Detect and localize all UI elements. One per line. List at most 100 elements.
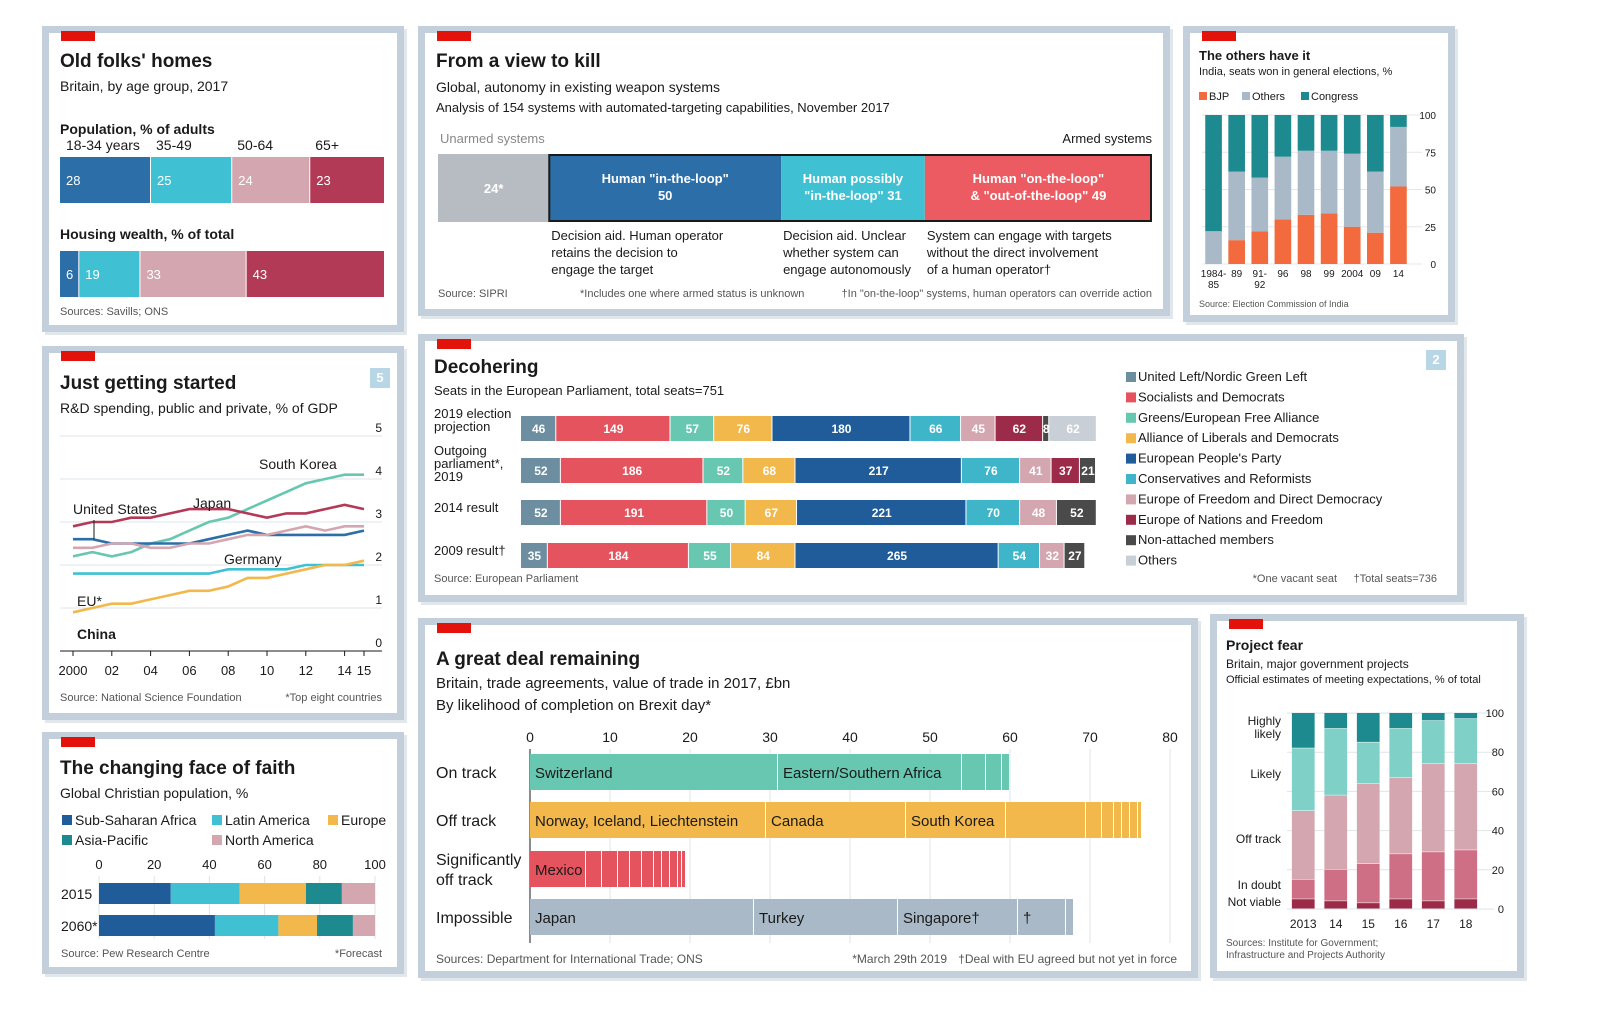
bar-segment bbox=[1205, 231, 1222, 264]
bar-segment bbox=[1205, 115, 1222, 232]
bar-segment bbox=[1297, 115, 1315, 151]
bar-segment bbox=[1367, 232, 1384, 264]
bar-segment bbox=[317, 915, 353, 936]
x-tick-label: 10 bbox=[260, 663, 274, 678]
bar-segment bbox=[795, 458, 961, 483]
x-tick-label: 89 bbox=[1231, 269, 1243, 280]
red-tag bbox=[1229, 619, 1263, 629]
bar-segment bbox=[1421, 852, 1445, 901]
bar-segment bbox=[1051, 458, 1079, 483]
x-tick-label: 12 bbox=[299, 663, 313, 678]
panel-old-folks-homes: Old folks' homes Britain, by age group, … bbox=[42, 26, 404, 332]
bar-segment bbox=[1390, 186, 1407, 264]
row-title: Population, % of adults bbox=[60, 121, 215, 137]
x-tick-label: 2004 bbox=[1341, 269, 1364, 280]
x-tick-label: 70 bbox=[1082, 729, 1098, 745]
legend-label: Conservatives and Reformists bbox=[1138, 471, 1312, 486]
x-tick-label: 06 bbox=[182, 663, 196, 678]
series-label: Japan bbox=[193, 495, 231, 511]
source-note: Source: European Parliament bbox=[434, 573, 578, 585]
panel-face-of-faith: The changing face of faith Global Christ… bbox=[42, 732, 404, 974]
bar-value-label: 186 bbox=[622, 464, 642, 478]
source-note: Source: National Science Foundation bbox=[60, 692, 242, 704]
bar-segment bbox=[1356, 863, 1380, 903]
legend-swatch bbox=[328, 815, 338, 825]
bar-value-label: 54 bbox=[1013, 549, 1027, 563]
legend-label: Congress bbox=[1311, 91, 1359, 103]
x-tick-label: 08 bbox=[221, 663, 235, 678]
source-note: Sources: Department for International Tr… bbox=[436, 952, 703, 966]
bar-segment bbox=[1320, 115, 1338, 151]
bar-segment bbox=[766, 802, 905, 838]
bar-value-label: 68 bbox=[763, 464, 777, 478]
bar-segment bbox=[754, 899, 897, 935]
bar-segment bbox=[1251, 177, 1269, 232]
segment-description: of a human operator† bbox=[927, 262, 1051, 277]
red-tag bbox=[61, 737, 95, 747]
red-tag bbox=[437, 339, 471, 349]
stack-label: likely bbox=[1254, 727, 1281, 741]
x-tick-label: 92 bbox=[1254, 280, 1266, 291]
bar-value-label: 67 bbox=[765, 506, 779, 520]
y-tick-label: 100 bbox=[1486, 708, 1504, 720]
segment-description: Decision aid. Unclear bbox=[783, 228, 907, 243]
series-label: EU* bbox=[77, 593, 102, 609]
bar-segment bbox=[1454, 713, 1478, 719]
row-label: On track bbox=[436, 765, 497, 782]
bar-segment bbox=[703, 458, 743, 483]
bar-segment bbox=[1291, 713, 1315, 748]
bar-value-label: 62 bbox=[1013, 422, 1027, 436]
bar-segment bbox=[998, 543, 1040, 568]
bar-segment bbox=[1056, 500, 1096, 525]
legend-label: Non-attached members bbox=[1138, 532, 1274, 547]
bar-segment bbox=[772, 416, 910, 441]
legend-label: BJP bbox=[1209, 91, 1229, 103]
bar-value-label: 21 bbox=[1081, 464, 1095, 478]
segment-description: Decision aid. Human operator bbox=[551, 228, 724, 243]
stack-label: Off track bbox=[1236, 832, 1282, 846]
row-label: 2060* bbox=[61, 918, 98, 934]
bar-value-label: 57 bbox=[686, 422, 700, 436]
y-tick-label: 3 bbox=[375, 507, 382, 521]
row-label: 2014 result bbox=[434, 500, 499, 515]
row-title: Housing wealth, % of total bbox=[60, 226, 234, 242]
bar-segment bbox=[1291, 899, 1315, 909]
bar-segment bbox=[1324, 728, 1348, 795]
red-tag bbox=[437, 31, 471, 41]
legend-label: North America bbox=[225, 832, 314, 848]
row-label: 2019 election bbox=[434, 406, 511, 421]
bar-value-label: 8 bbox=[1043, 422, 1050, 436]
series-line bbox=[73, 563, 364, 575]
bar-segment bbox=[1389, 854, 1413, 899]
bar-segment bbox=[1297, 150, 1315, 215]
bar-segment bbox=[906, 802, 1005, 838]
bar-value-label: 62 bbox=[1066, 422, 1080, 436]
bar-segment bbox=[1274, 219, 1292, 264]
y-tick-label: 0 bbox=[375, 636, 382, 650]
bar-segment bbox=[1228, 240, 1245, 264]
bar-value-label: 19 bbox=[85, 267, 99, 282]
bar-value-label: 76 bbox=[737, 422, 751, 436]
x-tick-label: 40 bbox=[202, 857, 216, 872]
series-label: China bbox=[77, 626, 116, 642]
chart-subtitle-2: Official estimates of meeting expectatio… bbox=[1226, 674, 1481, 686]
bar-segment bbox=[1274, 115, 1292, 157]
x-tick-label: 20 bbox=[682, 729, 698, 745]
bar-segment bbox=[1291, 748, 1315, 811]
chart-title: A great deal remaining bbox=[436, 649, 641, 670]
bar-segment bbox=[60, 157, 150, 203]
bar-value-label: 217 bbox=[869, 464, 889, 478]
x-tick-label: 80 bbox=[1162, 729, 1178, 745]
stack-label: Likely bbox=[1250, 767, 1281, 781]
chart-subtitle-2: Analysis of 154 systems with automated-t… bbox=[436, 100, 890, 115]
x-tick-label: 17 bbox=[1427, 917, 1441, 931]
group-label: 65+ bbox=[315, 137, 339, 153]
bar-value-label: 50 bbox=[720, 506, 734, 520]
bar-value-label: 45 bbox=[972, 422, 986, 436]
bar-segment bbox=[924, 154, 1152, 222]
segment-label: "in-the-loop" 31 bbox=[804, 188, 902, 203]
bar-value-label: 24 bbox=[238, 173, 252, 188]
y-tick-label: 4 bbox=[375, 464, 382, 478]
